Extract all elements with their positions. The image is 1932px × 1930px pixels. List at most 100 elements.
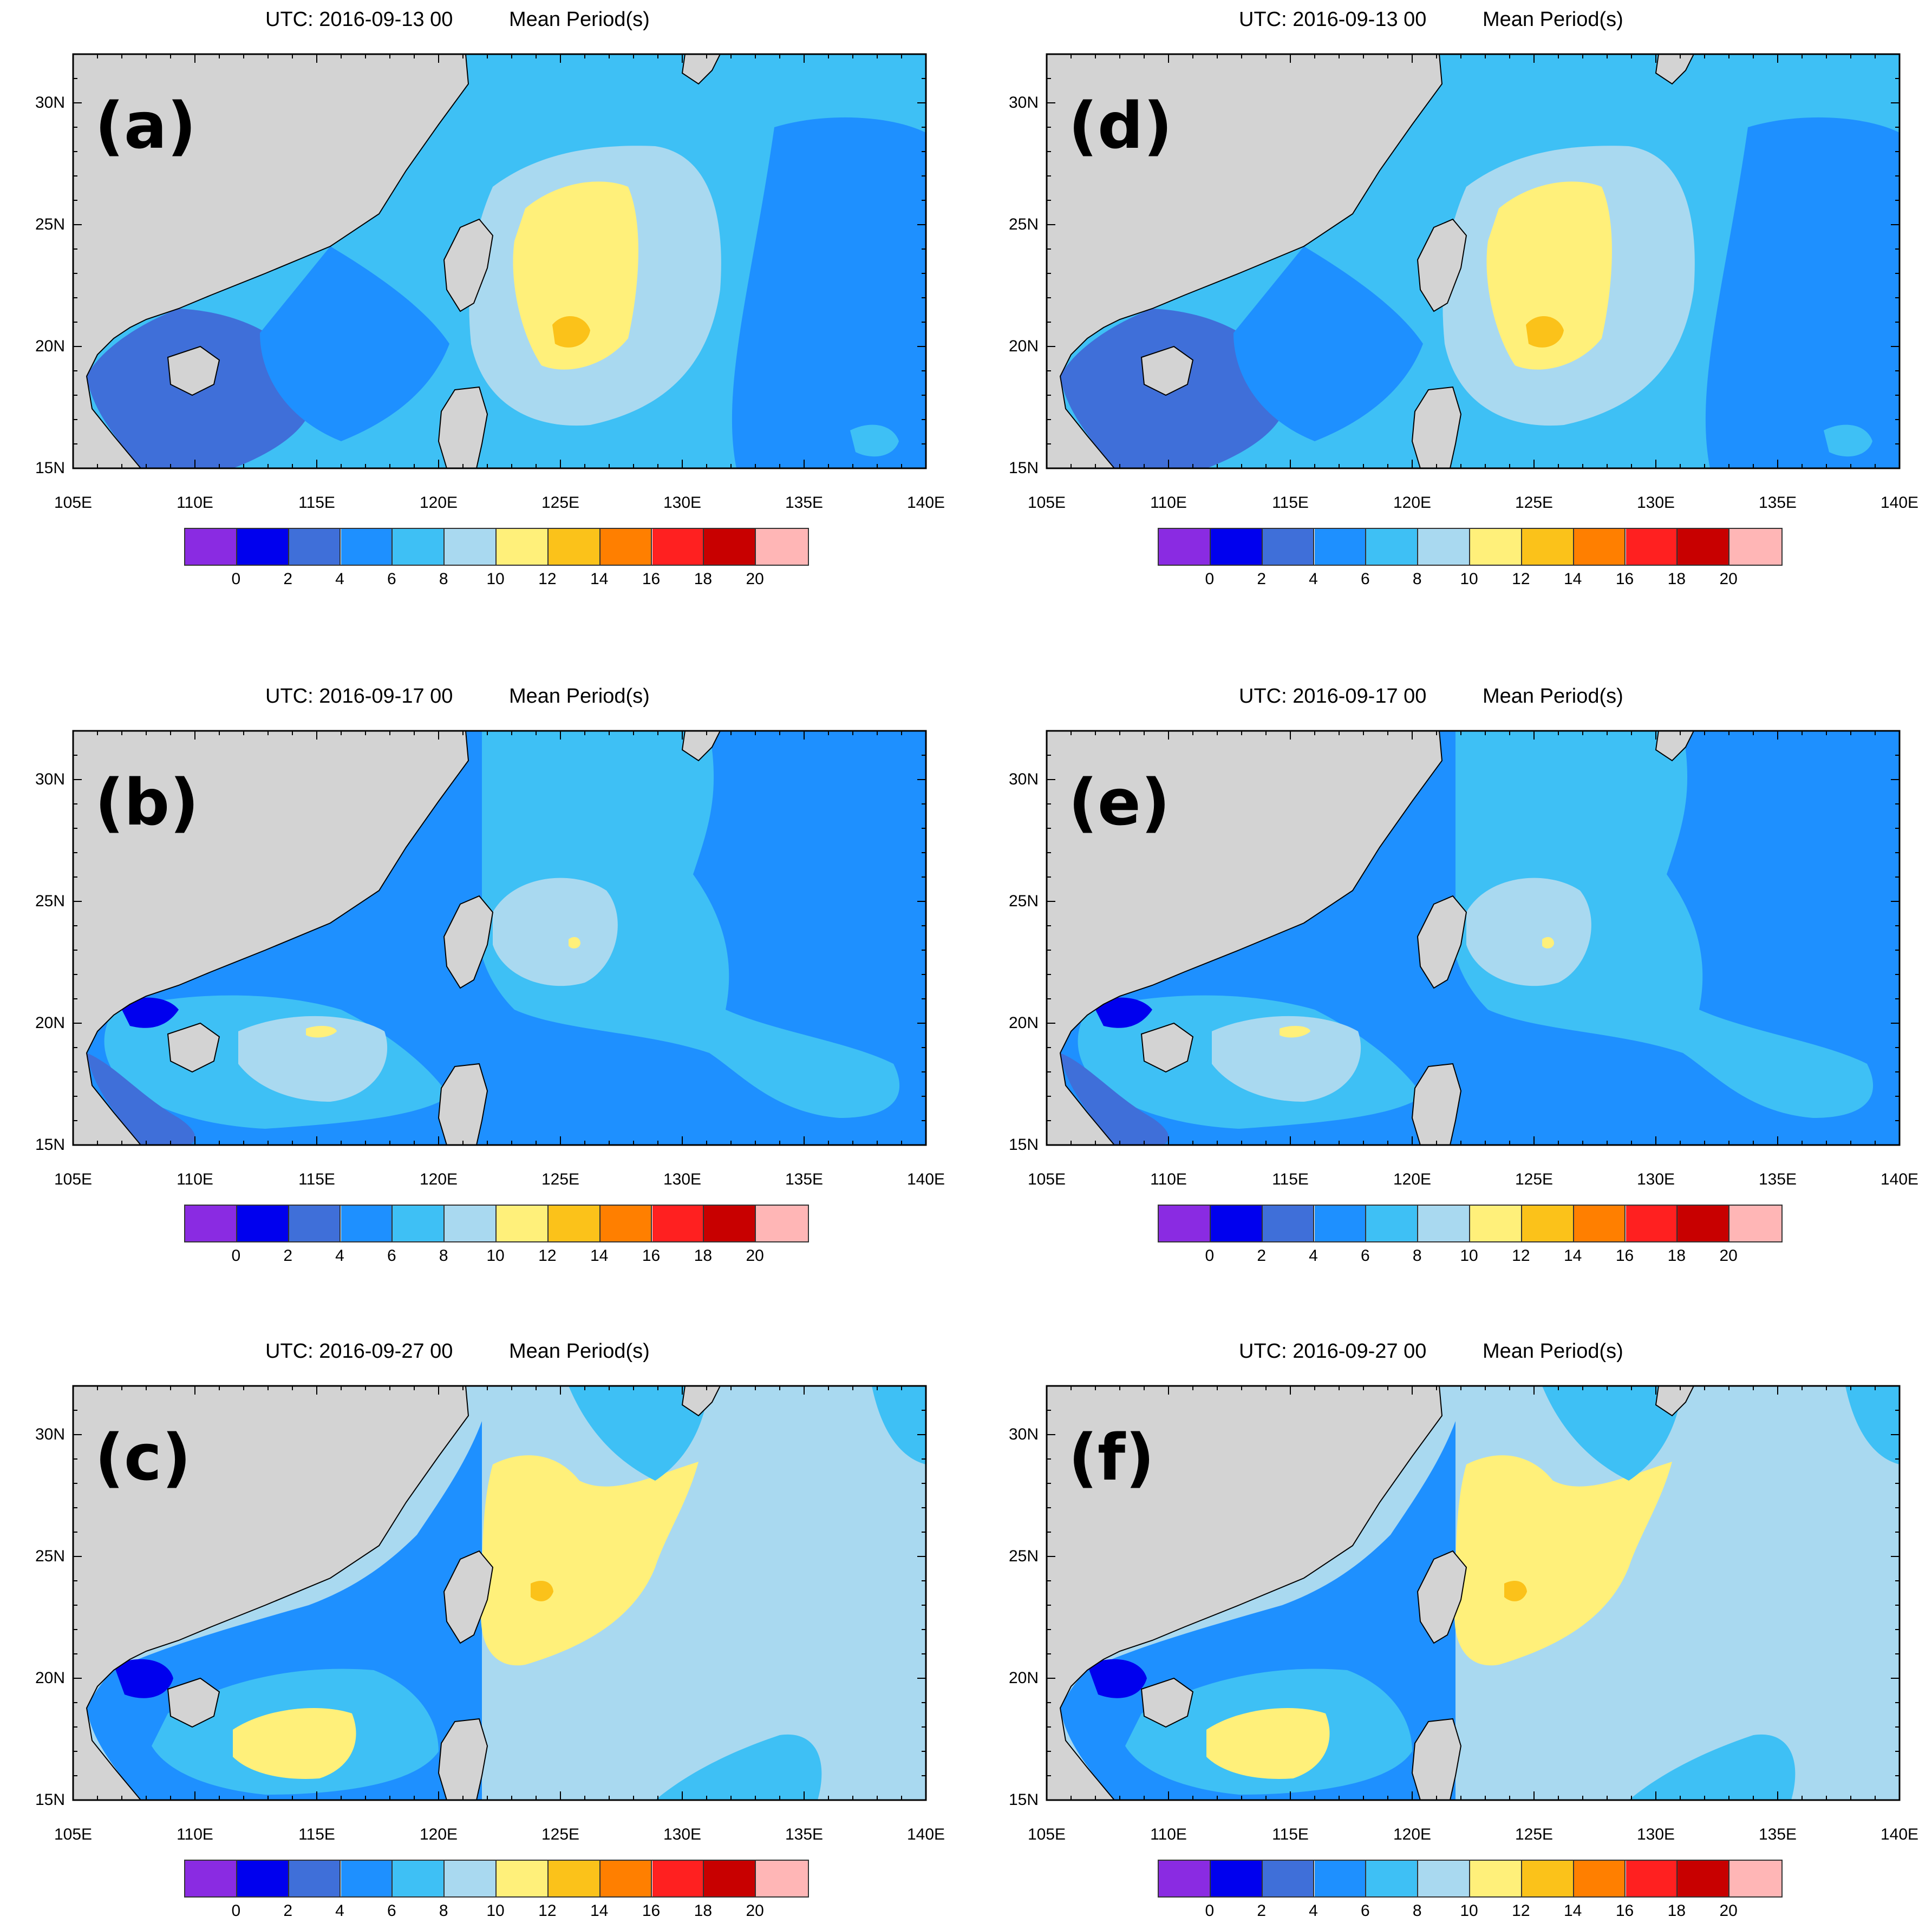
field-scs-peak	[306, 1025, 337, 1038]
map-d	[1046, 53, 1901, 469]
colorbar-label: 12	[538, 570, 557, 588]
field-ne-patch	[872, 1386, 926, 1464]
lat-label: 30N	[1008, 1425, 1039, 1443]
lon-label: 130E	[663, 1170, 702, 1188]
colorbar-swatch	[1626, 1206, 1678, 1241]
panel-title-variable: Mean Period(s)	[509, 1340, 650, 1363]
land-kyushu	[1655, 731, 1695, 762]
field-east-ocean	[732, 117, 926, 468]
map-frame	[72, 1385, 927, 1801]
land-mainland	[1047, 54, 1443, 468]
field-swell-core	[1486, 181, 1612, 370]
land-mainland	[73, 731, 469, 1145]
colorbar-label: 20	[1719, 1247, 1738, 1265]
colorbar-label: 16	[1615, 1902, 1634, 1920]
colorbar-swatch	[497, 1861, 549, 1896]
colorbar-label: 20	[746, 570, 764, 588]
map-content	[73, 731, 926, 1145]
lat-label: 15N	[35, 459, 65, 477]
lat-label: 20N	[1008, 1669, 1039, 1687]
field-scs-peak	[1280, 1025, 1310, 1038]
lon-label: 135E	[785, 494, 824, 512]
colorbar-label: 18	[694, 1247, 713, 1265]
map-f	[1046, 1385, 1901, 1801]
colorbar-label: 2	[1257, 570, 1266, 588]
colorbar	[184, 1205, 809, 1242]
colorbar-swatch	[445, 1206, 497, 1241]
colorbar-swatch	[1626, 529, 1678, 565]
colorbar-swatch	[704, 1206, 756, 1241]
field-east-blob	[1824, 424, 1872, 457]
field-typhoon-wake	[1454, 1455, 1672, 1666]
lon-label: 115E	[298, 494, 335, 512]
colorbar-swatch	[600, 1861, 652, 1896]
colorbar-swatch	[1159, 1861, 1211, 1896]
colorbar-label: 18	[1667, 1902, 1686, 1920]
lon-label: 130E	[663, 494, 702, 512]
colorbar-label: 14	[1563, 1247, 1582, 1265]
colorbar-label: 4	[1309, 570, 1318, 588]
panel-title-variable: Mean Period(s)	[1483, 685, 1623, 708]
colorbar-swatch	[1366, 529, 1419, 565]
map-content	[1047, 54, 1900, 468]
lat-label: 15N	[1008, 1791, 1039, 1809]
lat-label: 30N	[1008, 770, 1039, 788]
land-hainan	[167, 1677, 220, 1728]
colorbar-label: 6	[1360, 570, 1370, 588]
lon-label: 135E	[785, 1826, 824, 1843]
field-scs-swell	[1206, 1708, 1330, 1779]
colorbar-label: 2	[283, 1247, 292, 1265]
colorbar-label: 12	[1512, 570, 1530, 588]
land-hainan	[1140, 345, 1194, 396]
colorbar-swatch	[237, 1206, 289, 1241]
lon-label: 125E	[541, 1170, 580, 1188]
lat-label: 20N	[35, 337, 65, 355]
land-hainan	[1140, 1022, 1194, 1073]
lat-label: 25N	[1008, 1547, 1039, 1565]
colorbar-label: 16	[1615, 1247, 1634, 1265]
colorbar-swatch	[1678, 529, 1730, 565]
colorbar-label: 10	[1460, 570, 1478, 588]
colorbar-label: 20	[746, 1902, 764, 1920]
colorbar-label: 0	[1205, 1902, 1215, 1920]
lon-label: 120E	[1393, 1170, 1432, 1188]
land-mainland	[1047, 1386, 1443, 1800]
colorbar-swatch	[1314, 1861, 1367, 1896]
lon-label: 115E	[1272, 494, 1309, 512]
colorbar-label: 2	[1257, 1902, 1266, 1920]
colorbar-swatch	[1522, 529, 1574, 565]
colorbar-swatch	[1678, 1861, 1730, 1896]
panel-label: (c)	[95, 1420, 191, 1495]
land-hainan	[1140, 1677, 1194, 1728]
lat-label: 20N	[35, 1014, 65, 1032]
colorbar-swatch	[1470, 1861, 1522, 1896]
lon-label: 130E	[1636, 1170, 1675, 1188]
field-scs-west	[260, 246, 449, 441]
land-luzon	[438, 1063, 488, 1145]
map-content	[73, 54, 926, 468]
panel-label: (d)	[1068, 88, 1173, 163]
colorbar-label: 16	[1615, 570, 1634, 588]
lon-label: 115E	[298, 1826, 335, 1843]
panel-d: UTC: 2016-09-13 00 Mean Period(s) (d) 30N 25…	[979, 8, 1932, 588]
colorbar-swatch	[1522, 1861, 1574, 1896]
colorbar-swatch	[1210, 1861, 1263, 1896]
lon-label: 105E	[1027, 1170, 1066, 1188]
panel-label: (a)	[95, 88, 197, 163]
land-luzon	[1411, 1063, 1462, 1145]
colorbar-label: 8	[1412, 1902, 1422, 1920]
lon-label: 140E	[1880, 1170, 1919, 1188]
lon-label: 115E	[1272, 1170, 1309, 1188]
panel-title-variable: Mean Period(s)	[509, 685, 650, 708]
colorbar-swatch	[1210, 529, 1263, 565]
colorbar-label: 18	[694, 570, 713, 588]
panel-b: UTC: 2016-09-17 00 Mean Period(s) (b) 30N 25…	[5, 685, 958, 1265]
colorbar-swatch	[497, 529, 549, 565]
lon-label: 125E	[541, 1826, 580, 1843]
lon-label: 120E	[419, 1826, 458, 1843]
field-west-band	[87, 1053, 195, 1145]
lat-label: 20N	[35, 1669, 65, 1687]
panel-title-date: UTC: 2016-09-27 00	[265, 1340, 453, 1363]
field-typhoon-eye	[569, 937, 580, 948]
field-swell-core	[513, 181, 638, 370]
